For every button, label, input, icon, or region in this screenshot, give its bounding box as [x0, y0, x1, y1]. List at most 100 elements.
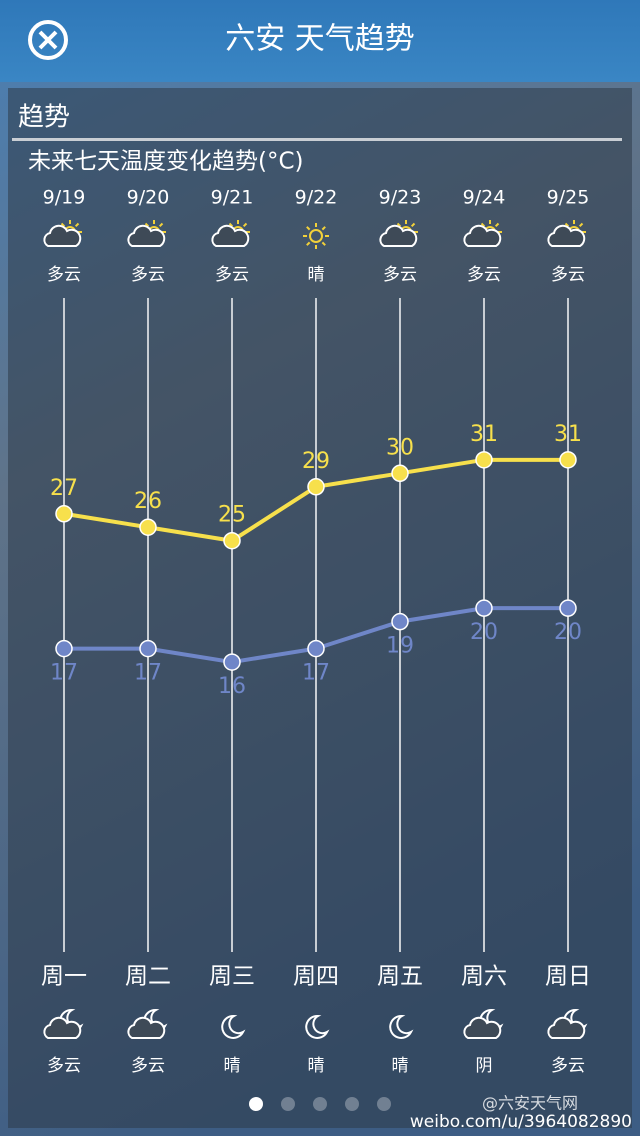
temperature-label: 27 [50, 476, 78, 501]
day-weather-icon [379, 220, 418, 247]
header-bar [0, 0, 640, 82]
night-condition: 晴 [392, 1056, 409, 1076]
temperature-label: 19 [386, 634, 414, 659]
cloud [43, 1016, 82, 1039]
sun [309, 229, 323, 243]
weekday-label: 周三 [209, 964, 255, 990]
day-condition: 多云 [467, 265, 501, 285]
temperature-label: 20 [470, 620, 498, 645]
date-label: 9/25 [547, 187, 590, 209]
temperature-point [139, 518, 157, 536]
night-weather-icon [127, 1008, 168, 1039]
cloud [463, 1016, 502, 1039]
weekday-label: 周二 [125, 964, 171, 990]
sun-ray [158, 222, 164, 228]
day-condition: 多云 [131, 265, 165, 285]
day-weather-icon [547, 220, 586, 247]
cloud [127, 224, 166, 247]
sun-ray [242, 222, 248, 228]
temperature-point [307, 478, 325, 496]
weekday-label: 周一 [41, 964, 87, 990]
page-indicator [249, 1097, 391, 1111]
temperature-label: 16 [218, 674, 246, 699]
night-weather-icon [43, 1008, 84, 1039]
chart-title: 未来七天温度变化趋势(°C) [28, 149, 304, 175]
night-condition: 多云 [47, 1056, 81, 1076]
sun-ray [321, 241, 326, 246]
date-label: 9/22 [295, 187, 338, 209]
sun-ray [494, 222, 500, 228]
day-weather-icon [127, 220, 166, 247]
cloud [43, 224, 82, 247]
night-weather-icon [305, 1014, 330, 1039]
date-label: 9/21 [211, 187, 254, 209]
day-weather-icon [211, 220, 250, 247]
temperature-point [559, 451, 577, 469]
temperature-point [475, 451, 493, 469]
cloud [547, 224, 586, 247]
section-title: 趋势 [18, 103, 70, 133]
night-condition: 晴 [308, 1056, 325, 1076]
sun-ray [321, 226, 326, 231]
night-weather-icon [221, 1014, 246, 1039]
sun-ray [410, 222, 416, 228]
watermark-url: weibo.com/u/3964082890 [410, 1112, 632, 1132]
day-condition: 多云 [551, 265, 585, 285]
temperature-point [55, 639, 73, 658]
watermark-account: @六安天气网 [482, 1094, 578, 1113]
header-title: 六安 天气趋势 [225, 22, 415, 57]
cloud [211, 224, 250, 247]
temperature-point [223, 653, 241, 671]
sun-ray [306, 226, 311, 231]
temperature-label: 17 [134, 661, 162, 686]
weekday-label: 周六 [461, 964, 507, 990]
date-label: 9/20 [127, 187, 170, 209]
day-condition: 多云 [47, 265, 81, 285]
date-label: 9/19 [43, 187, 86, 209]
night-condition: 多云 [131, 1056, 165, 1076]
temperature-point [139, 639, 157, 658]
day-weather-icon [463, 220, 502, 247]
temperature-point [475, 599, 493, 617]
weekday-label: 周五 [377, 964, 423, 990]
temperature-label: 20 [554, 620, 582, 645]
weekday-label: 周日 [545, 964, 591, 990]
temperature-label: 17 [50, 661, 78, 686]
date-label: 9/23 [379, 187, 422, 209]
temperature-label: 31 [554, 422, 582, 447]
sun-ray [578, 222, 584, 228]
day-condition: 晴 [308, 265, 325, 285]
temperature-point [391, 612, 409, 631]
temperature-point [55, 505, 73, 523]
night-condition: 晴 [224, 1056, 241, 1076]
temperature-point [223, 531, 241, 550]
sun-ray [74, 222, 80, 228]
close-button[interactable] [28, 20, 68, 60]
cloud [127, 1016, 166, 1039]
temperature-label: 30 [386, 435, 414, 460]
temperature-point [307, 639, 325, 658]
day-condition: 多云 [383, 265, 417, 285]
divider [12, 138, 622, 141]
cloud [547, 1016, 586, 1039]
night-condition: 多云 [551, 1056, 585, 1076]
date-label: 9/24 [463, 187, 506, 209]
temperature-label: 25 [218, 503, 246, 528]
temperature-point [391, 464, 409, 483]
moon [221, 1014, 246, 1039]
weekday-label: 周四 [293, 964, 339, 990]
night-weather-icon [547, 1008, 588, 1039]
cloud [379, 224, 418, 247]
moon [389, 1014, 414, 1039]
day-condition: 多云 [215, 265, 249, 285]
temperature-label: 31 [470, 422, 498, 447]
moon [305, 1014, 330, 1039]
temperature-label: 26 [134, 489, 162, 514]
sun-ray [306, 241, 311, 246]
day-weather-icon [303, 223, 329, 249]
night-weather-icon [463, 1008, 504, 1039]
cloud [463, 224, 502, 247]
temperature-label: 29 [302, 449, 330, 474]
